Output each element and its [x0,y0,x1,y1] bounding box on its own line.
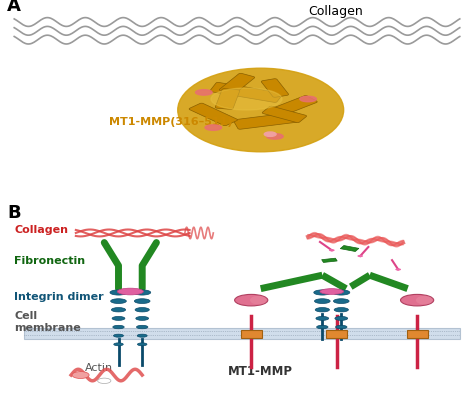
Ellipse shape [178,68,344,152]
Circle shape [72,372,89,378]
Circle shape [98,378,111,384]
Text: Collagen: Collagen [14,225,68,235]
Ellipse shape [135,308,149,312]
Ellipse shape [264,132,276,136]
Text: MT1-MMP(316–511): MT1-MMP(316–511) [109,118,233,127]
Ellipse shape [114,334,123,337]
Ellipse shape [300,96,317,102]
Ellipse shape [110,290,127,295]
Bar [326,330,347,338]
Ellipse shape [137,334,147,337]
FancyBboxPatch shape [233,113,298,129]
Text: MT1-MMP: MT1-MMP [228,365,292,378]
Ellipse shape [315,299,330,304]
FancyBboxPatch shape [189,103,237,126]
Ellipse shape [205,125,221,130]
Ellipse shape [113,325,124,329]
Ellipse shape [250,296,267,304]
FancyBboxPatch shape [210,82,283,102]
Bar [340,246,359,252]
Ellipse shape [336,325,347,329]
Ellipse shape [235,294,268,306]
Ellipse shape [401,294,434,306]
Circle shape [329,249,335,251]
Circle shape [395,268,401,270]
Ellipse shape [135,299,150,304]
Ellipse shape [317,325,328,329]
Ellipse shape [137,325,148,329]
Bar [24,328,460,338]
Ellipse shape [333,290,350,295]
Ellipse shape [112,316,125,320]
FancyBboxPatch shape [262,106,307,123]
Bar [241,330,262,338]
Ellipse shape [114,343,123,346]
FancyBboxPatch shape [261,79,289,97]
Ellipse shape [315,308,329,312]
Bar [322,258,337,262]
Text: Collagen: Collagen [308,5,363,18]
Text: Fibronectin: Fibronectin [14,256,85,266]
Text: Actin: Actin [85,363,113,373]
Bar [407,330,428,338]
FancyBboxPatch shape [271,96,317,116]
Ellipse shape [211,88,282,110]
Text: Cell
membrane: Cell membrane [14,311,81,333]
Text: A: A [7,0,21,15]
Ellipse shape [111,308,126,312]
Text: B: B [7,204,21,222]
FancyBboxPatch shape [219,73,255,94]
Ellipse shape [334,308,348,312]
Ellipse shape [320,289,344,294]
Ellipse shape [136,316,149,320]
Text: Integrin dimer: Integrin dimer [14,292,104,302]
Ellipse shape [316,316,329,320]
Circle shape [357,255,363,257]
Ellipse shape [196,90,212,95]
Ellipse shape [333,299,349,304]
Ellipse shape [266,134,283,139]
Ellipse shape [314,290,331,295]
Ellipse shape [137,343,147,346]
Ellipse shape [118,288,143,295]
Ellipse shape [416,296,433,304]
Ellipse shape [134,290,151,295]
FancyBboxPatch shape [215,89,240,109]
Ellipse shape [335,316,348,320]
Ellipse shape [111,299,126,304]
